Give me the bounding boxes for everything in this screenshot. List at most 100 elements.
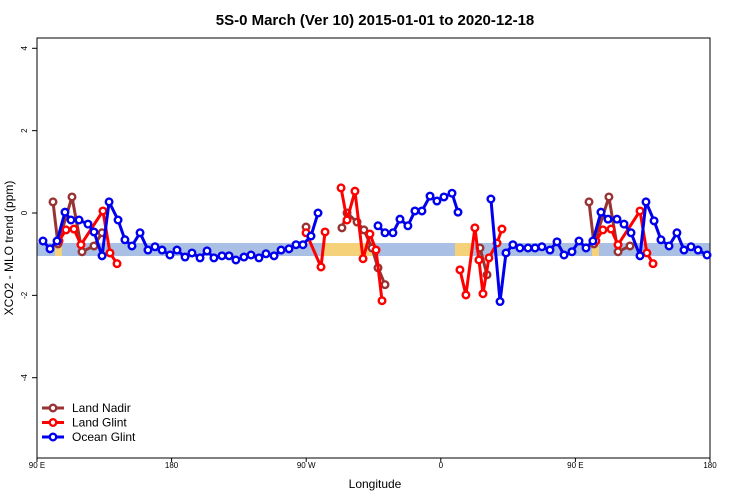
data-point [501, 248, 511, 258]
data-point [672, 228, 682, 238]
y-axis-title: XCO2 - MLO trend (ppm) [2, 181, 16, 316]
data-point [105, 248, 115, 258]
x-tick-label: 90 E [567, 461, 583, 470]
data-point [439, 192, 449, 202]
data-point [320, 227, 330, 237]
series [48, 192, 635, 290]
data-point [625, 241, 635, 251]
data-point [38, 236, 48, 246]
data-point [619, 219, 629, 229]
data-point [702, 250, 712, 260]
data-point [61, 225, 71, 235]
data-point [358, 254, 368, 264]
y-tick-label: 4 [20, 46, 29, 51]
data-point [635, 206, 645, 216]
legend-marker [48, 403, 58, 413]
data-point [298, 240, 308, 250]
x-tick-label: 90 W [297, 461, 316, 470]
data-point [613, 247, 623, 257]
data-point [76, 240, 86, 250]
data-point [350, 186, 360, 196]
data-point [478, 289, 488, 299]
data-point [403, 221, 413, 231]
y-tick-label: 0 [20, 210, 29, 215]
data-point [239, 252, 249, 262]
data-point [371, 245, 381, 255]
data-point [626, 228, 636, 238]
data-point [104, 197, 114, 207]
x-axis-title: Longitude [349, 477, 402, 491]
data-point [635, 251, 645, 261]
x-tick-label: 0 [439, 461, 444, 470]
data-point [127, 241, 137, 251]
data-point [172, 245, 182, 255]
data-point [484, 253, 494, 263]
data-point [224, 251, 234, 261]
y-tick-label: 2 [20, 128, 29, 133]
data-point [52, 236, 62, 246]
data-point [98, 206, 108, 216]
data-point [486, 194, 496, 204]
data-point [336, 183, 346, 193]
data-point [656, 235, 666, 245]
data-point [48, 197, 58, 207]
data-point [313, 208, 323, 218]
data-point [461, 290, 471, 300]
data-point [89, 227, 99, 237]
data-point [432, 196, 442, 206]
data-point [537, 242, 547, 252]
data-point [679, 245, 689, 255]
data-point [254, 253, 264, 263]
data-point [246, 250, 256, 260]
data-point [157, 245, 167, 255]
data-point [284, 244, 294, 254]
data-point [515, 243, 525, 253]
data-point [559, 250, 569, 260]
data-point [74, 215, 84, 225]
data-point [195, 253, 205, 263]
data-point [69, 224, 79, 234]
data-point [508, 240, 518, 250]
data-point [187, 248, 197, 258]
legend-label: Land Glint [72, 416, 127, 430]
x-tick-label: 180 [165, 461, 179, 470]
data-point [291, 240, 301, 250]
y-tick-label: -2 [20, 291, 29, 299]
data-point [45, 244, 55, 254]
data-point [606, 224, 616, 234]
data-point [380, 280, 390, 290]
band-land [55, 243, 62, 256]
legend-label: Ocean Glint [72, 430, 136, 444]
data-point [686, 242, 696, 252]
data-point [120, 235, 130, 245]
data-point [388, 228, 398, 238]
data-point [474, 255, 484, 265]
data-point [217, 251, 227, 261]
data-point [143, 245, 153, 255]
data-point [648, 259, 658, 269]
band-land [455, 243, 473, 256]
data-point [135, 228, 145, 238]
data-point [342, 215, 352, 225]
data-point [316, 262, 326, 272]
data-point [380, 228, 390, 238]
data-point [113, 215, 123, 225]
data-point [269, 251, 279, 261]
data-point [552, 237, 562, 247]
series [38, 188, 712, 307]
data-point [598, 225, 608, 235]
chart-title: 5S-0 March (Ver 10) 2015-01-01 to 2020-1… [216, 12, 535, 29]
data-point [276, 245, 286, 255]
data-point [77, 247, 87, 257]
data-point [165, 250, 175, 260]
data-point [417, 206, 427, 216]
data-point [97, 251, 107, 261]
data-point [574, 236, 584, 246]
data-point [530, 243, 540, 253]
data-point [523, 243, 533, 253]
data-point [588, 236, 598, 246]
data-point [664, 241, 674, 251]
data-point [60, 207, 70, 217]
data-point [67, 192, 77, 202]
legend-marker [48, 418, 58, 428]
